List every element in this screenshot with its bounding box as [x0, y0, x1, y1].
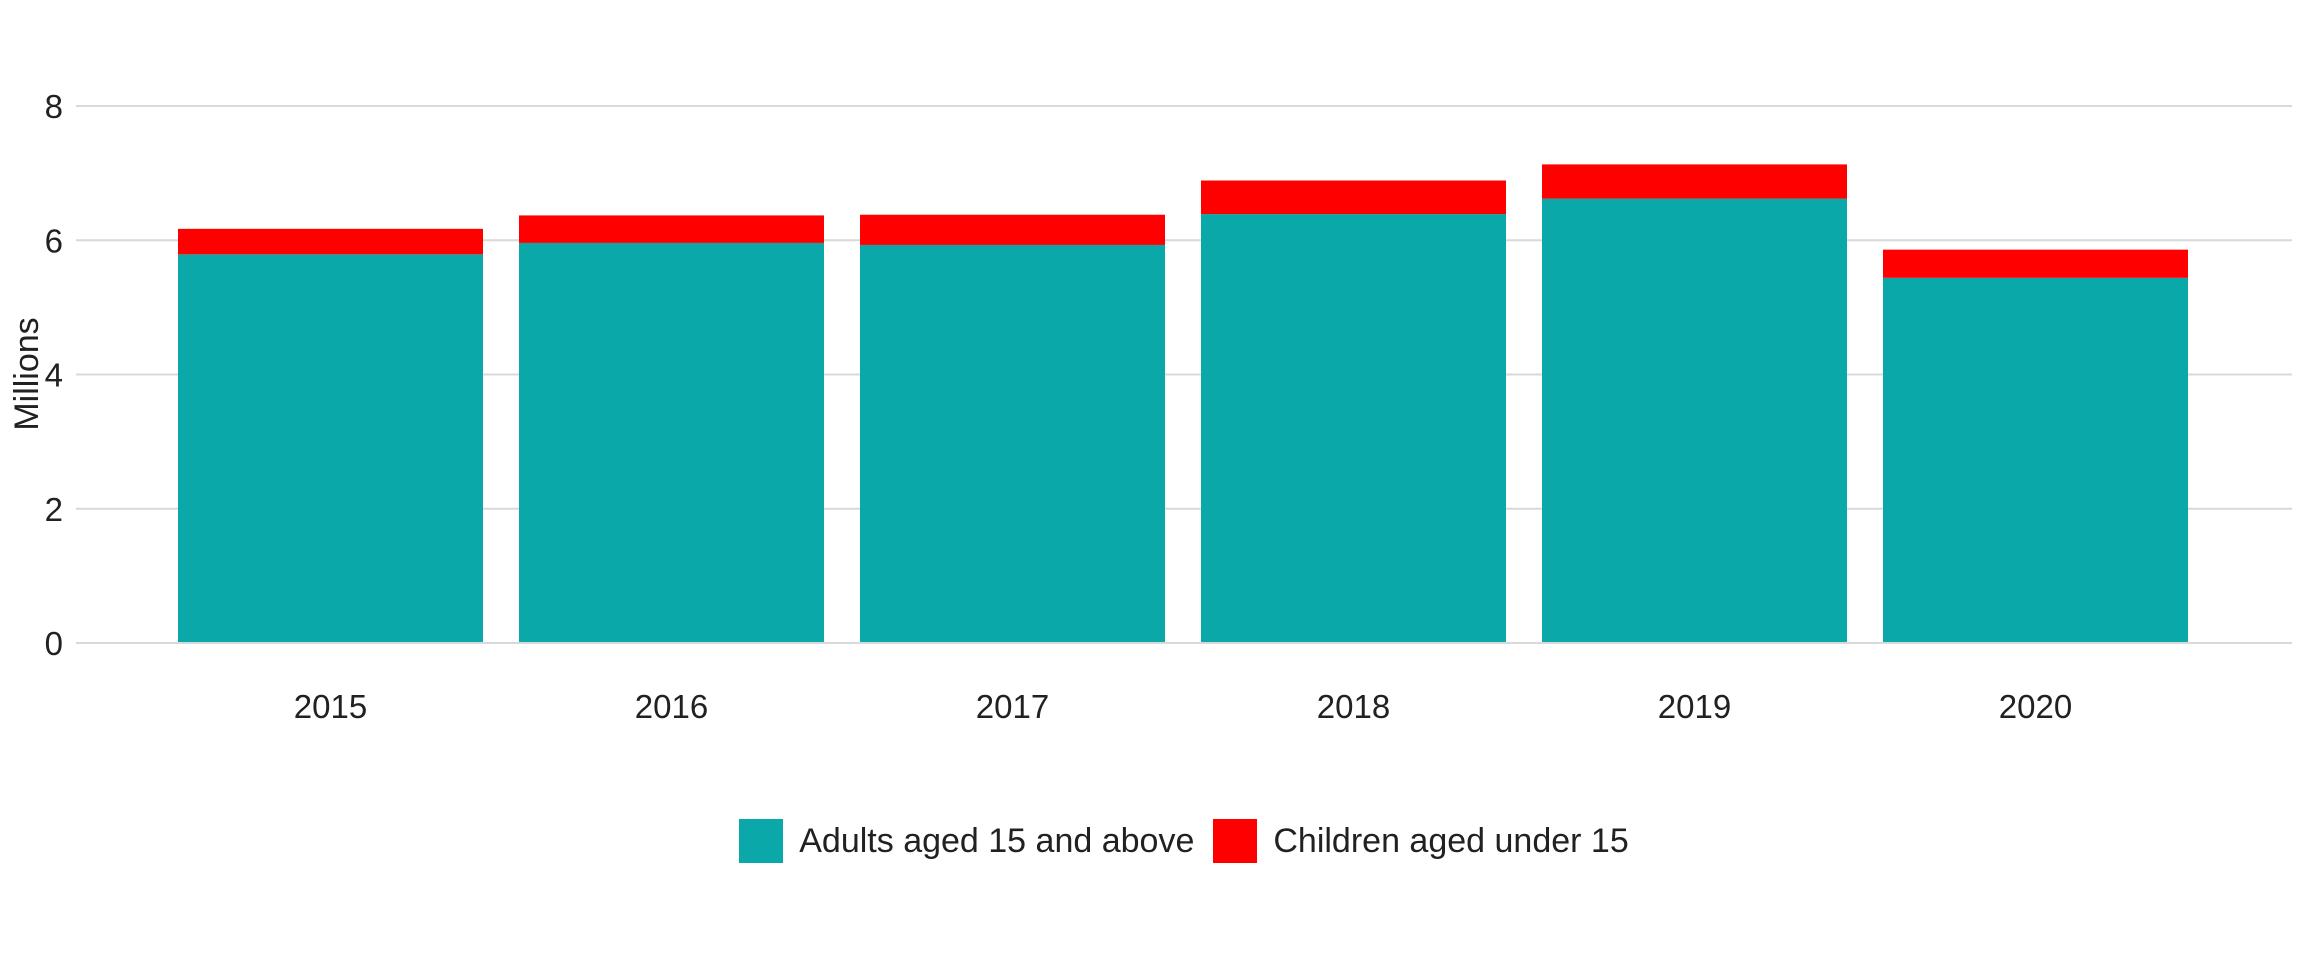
- bar-segment-2016-children[interactable]: [519, 215, 824, 243]
- y-tick-label: 2: [45, 491, 63, 528]
- x-category-label: 2020: [1999, 688, 2072, 725]
- y-tick-label: 0: [45, 625, 63, 662]
- bar-segment-2019-children[interactable]: [1542, 164, 1847, 199]
- x-category-label: 2015: [294, 688, 367, 725]
- legend-label-adults: Adults aged 15 and above: [799, 822, 1195, 860]
- bar-segment-2018-children[interactable]: [1201, 180, 1506, 215]
- y-tick-label: 8: [45, 88, 63, 125]
- x-category-label: 2019: [1658, 688, 1731, 725]
- x-category-label: 2016: [635, 688, 708, 725]
- bar-segment-2018-adults[interactable]: [1201, 214, 1506, 644]
- legend-swatch-adults-icon: [739, 819, 784, 863]
- bar-segment-2015-adults[interactable]: [178, 254, 483, 643]
- bar-segment-2020-adults[interactable]: [1883, 277, 2188, 643]
- bar-segment-2017-children[interactable]: [860, 214, 1165, 245]
- legend-swatch-children-icon: [1213, 819, 1258, 863]
- x-category-label: 2018: [1317, 688, 1390, 725]
- bar-segment-2019-adults[interactable]: [1542, 198, 1847, 643]
- legend-item-children[interactable]: Children aged under 15: [1213, 819, 1629, 863]
- bar-segment-2016-adults[interactable]: [519, 242, 824, 643]
- y-axis-title: Millions: [8, 317, 46, 430]
- legend-item-adults[interactable]: Adults aged 15 and above: [739, 819, 1194, 863]
- legend-label-children: Children aged under 15: [1273, 822, 1629, 860]
- chart-legend: Adults aged 15 and above Children aged u…: [76, 819, 2292, 863]
- bar-segment-2020-children[interactable]: [1883, 249, 2188, 278]
- bar-segment-2017-adults[interactable]: [860, 244, 1165, 644]
- y-tick-label: 6: [45, 222, 63, 259]
- bar-segment-2015-children[interactable]: [178, 228, 483, 255]
- y-tick-label: 4: [45, 357, 63, 394]
- x-category-label: 2017: [976, 688, 1049, 725]
